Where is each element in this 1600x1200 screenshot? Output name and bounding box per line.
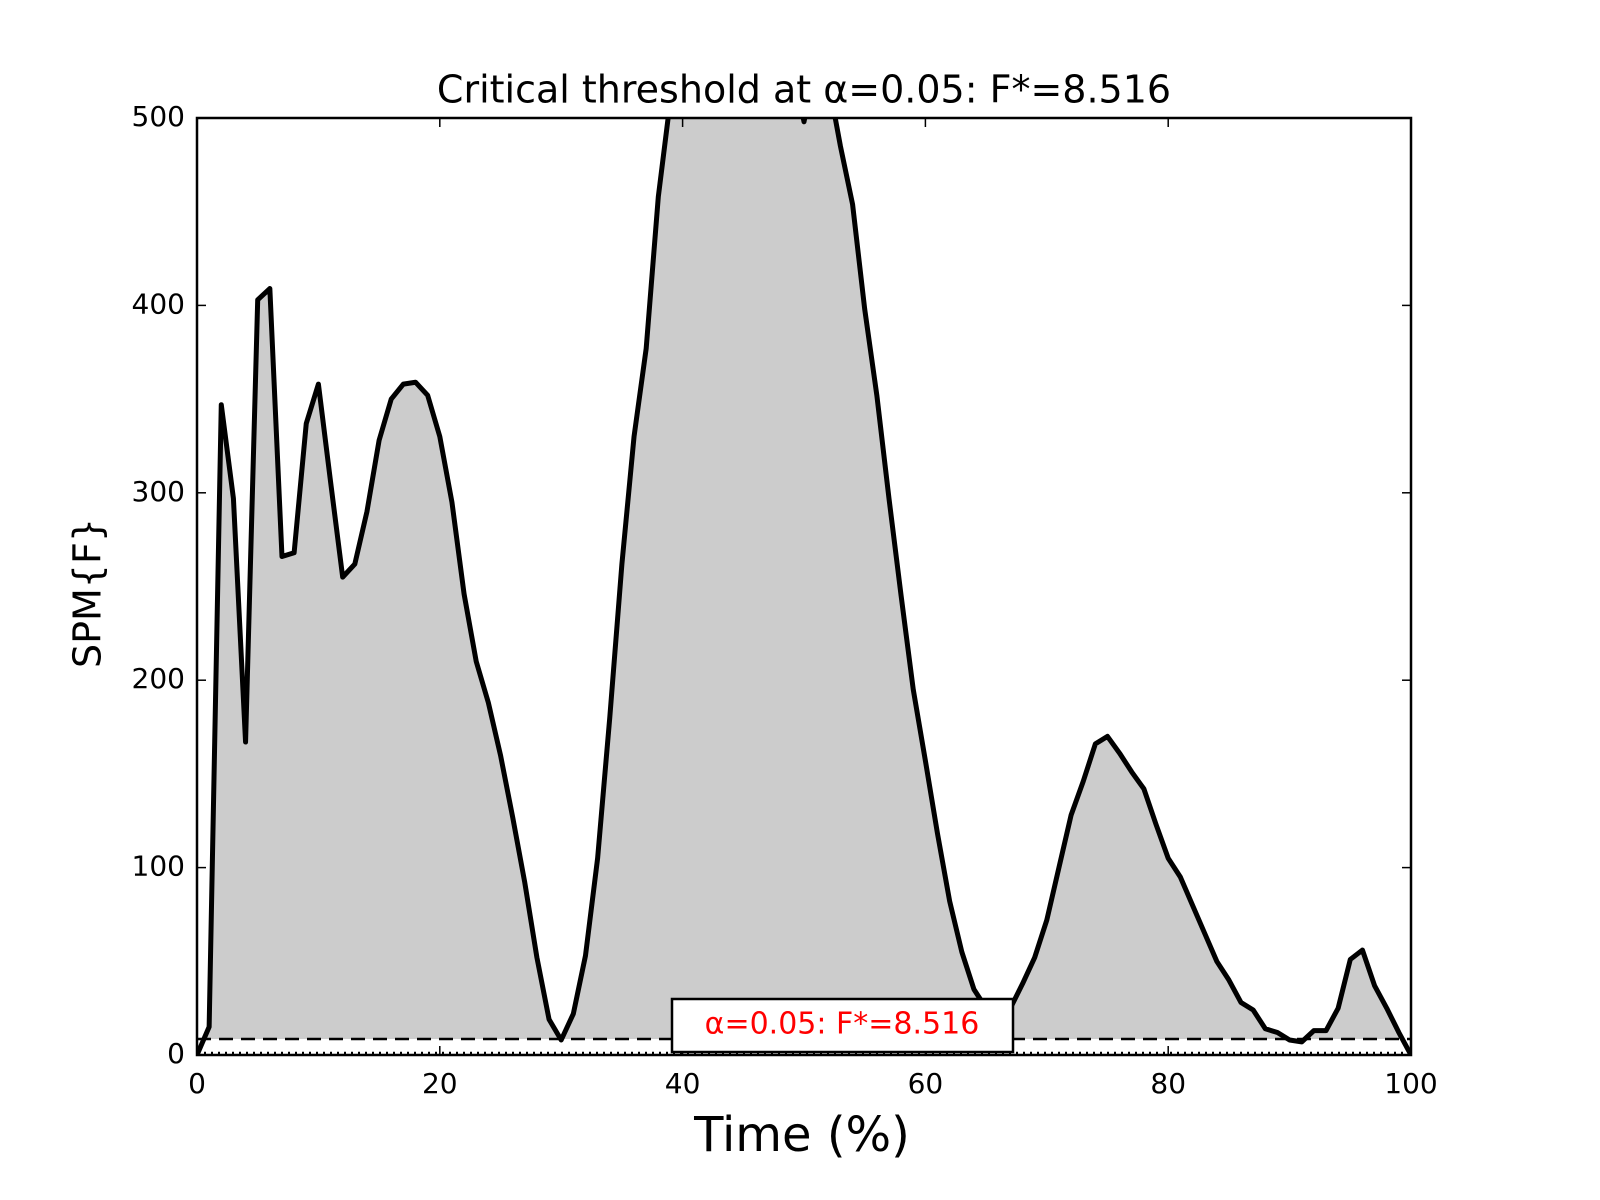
annotation-text: α=0.05: F*=8.516 xyxy=(705,1007,980,1042)
data-line xyxy=(197,118,1411,1055)
x-tick-label: 60 xyxy=(908,1067,944,1100)
plot-frame xyxy=(195,116,1413,1057)
annotation: α=0.05: F*=8.516 xyxy=(670,997,1015,1054)
y-tick-label: 500 xyxy=(132,100,185,133)
y-axis-label: SPM{F} xyxy=(66,518,110,668)
x-tick-label: 40 xyxy=(665,1067,701,1100)
chart-title: Critical threshold at α=0.05: F*=8.516 xyxy=(437,68,1171,112)
x-tick-label: 80 xyxy=(1150,1067,1186,1100)
x-tick-label: 0 xyxy=(188,1067,206,1100)
x-tick-label: 20 xyxy=(422,1067,458,1100)
y-tick-label: 300 xyxy=(132,475,185,508)
x-axis-label: Time (%) xyxy=(693,1107,910,1163)
annotation-box xyxy=(670,997,1015,1054)
x-tick-label: 100 xyxy=(1384,1067,1437,1100)
plot-area: 0 20 40 60 80 100 0 100 200 300 400 500 α=0.05: F*=8… xyxy=(132,100,1438,1100)
y-tick-label: 0 xyxy=(167,1037,185,1070)
y-tick-label: 100 xyxy=(132,850,185,883)
area-fill xyxy=(197,118,1411,1040)
y-tick-label: 400 xyxy=(132,287,185,320)
y-tick-label: 200 xyxy=(132,662,185,695)
